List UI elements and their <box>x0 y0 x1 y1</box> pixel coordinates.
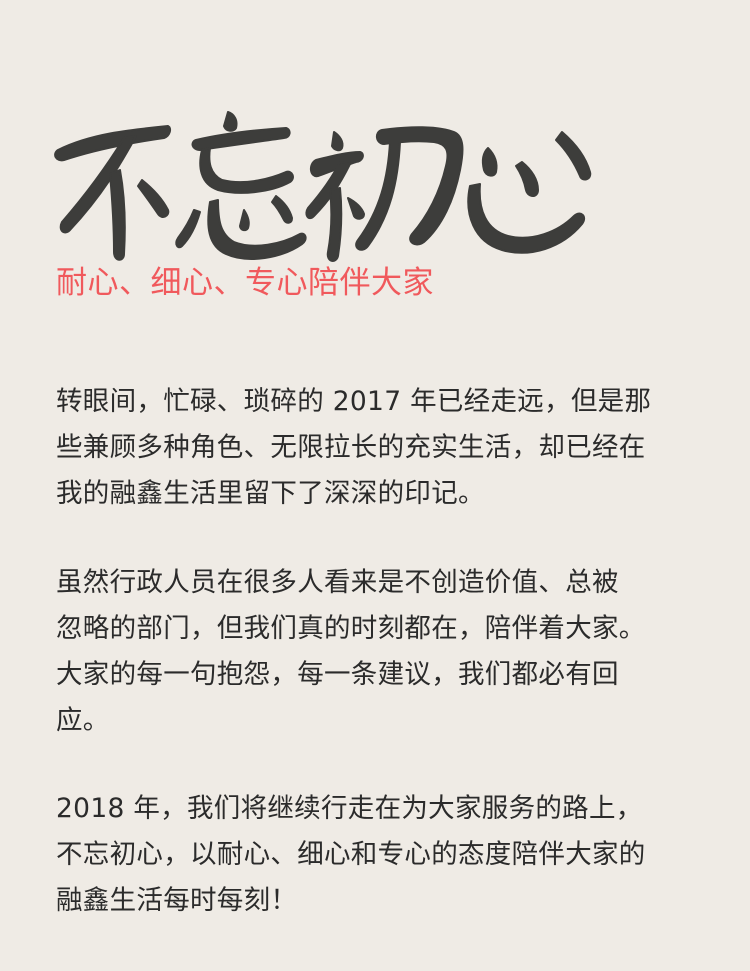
paragraph-line: 大家的每一句抱怨，每一条建议，我们都必有回 <box>56 659 619 690</box>
subtitle: 耐心、细心、专心陪伴大家 <box>56 265 434 301</box>
paragraph-2: 虽然行政人员在很多人看来是不创造价值、总被 忽略的部门，但我们真的时刻都在，陪伴… <box>56 560 706 744</box>
paragraph-line: 2018 年，我们将继续行走在为大家服务的路上， <box>56 793 643 824</box>
paragraph-1: 转眼间，忙碌、琐碎的 2017 年已经走远，但是那 些兼顾多种角色、无限拉长的充… <box>56 379 706 517</box>
paragraph-line: 我的融鑫生活里留下了深深的印记。 <box>56 478 485 509</box>
calligraphy-title-logo <box>54 111 592 262</box>
paragraph-line: 转眼间，忙碌、琐碎的 2017 年已经走远，但是那 <box>56 386 652 417</box>
paragraph-line: 融鑫生活每时每刻！ <box>56 885 298 916</box>
paragraph-line: 忽略的部门，但我们真的时刻都在，陪伴着大家。 <box>56 613 646 644</box>
paragraph-line: 不忘初心，以耐心、细心和专心的态度陪伴大家的 <box>56 839 646 870</box>
paragraph-line: 虽然行政人员在很多人看来是不创造价值、总被 <box>56 567 619 598</box>
paragraph-line: 些兼顾多种角色、无限拉长的充实生活，却已经在 <box>56 432 646 463</box>
paragraph-3: 2018 年，我们将继续行走在为大家服务的路上， 不忘初心，以耐心、细心和专心的… <box>56 786 706 924</box>
paragraph-line: 应。 <box>56 705 110 736</box>
